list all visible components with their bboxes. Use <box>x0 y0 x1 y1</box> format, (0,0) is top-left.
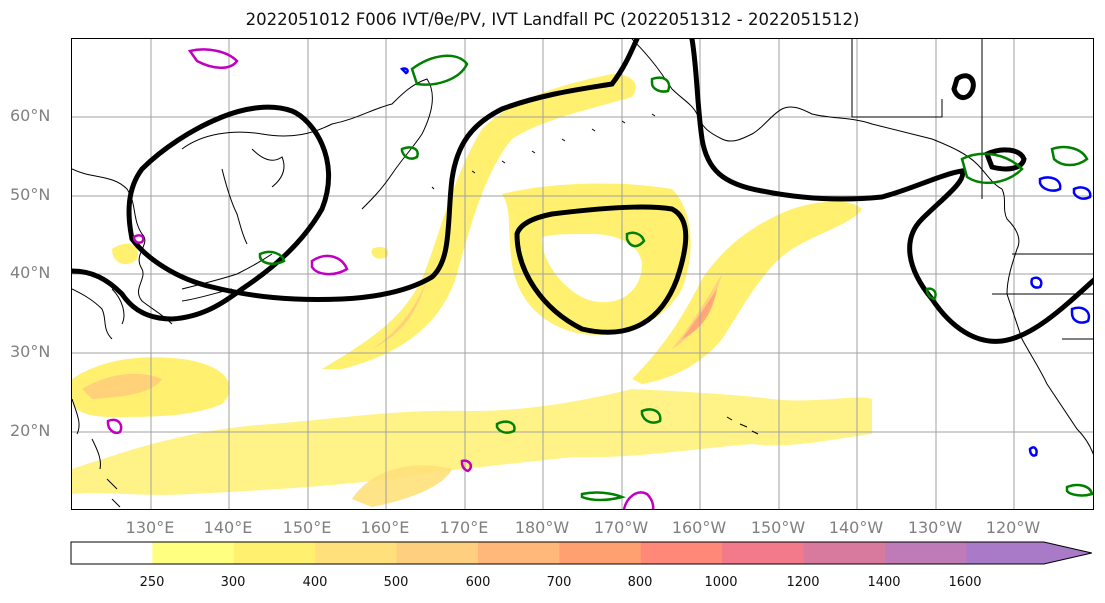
ivt-south-core <box>352 465 452 507</box>
theta-e-contour-6 <box>640 408 662 424</box>
pv-positive-contours <box>106 48 655 509</box>
colorbar-segment <box>315 542 398 564</box>
colorbar-segment <box>71 542 153 564</box>
colorbar-tick-300: 300 <box>220 575 246 590</box>
lon-label-160e: 160°E <box>360 518 410 537</box>
theta-e-contour-7 <box>495 420 516 434</box>
colorbar-extend-arrow <box>966 542 1092 564</box>
pv-contour-1 <box>187 48 239 69</box>
theta-e-contour-11 <box>925 287 937 301</box>
theta-e-contours <box>258 54 1093 502</box>
colorbar-tick-400: 400 <box>302 575 328 590</box>
coastline-hawaii <box>726 416 759 435</box>
colorbar-segment <box>152 542 235 564</box>
lon-label-150e: 150°E <box>282 518 332 537</box>
ivt-curving-band <box>322 74 636 369</box>
lat-label-40n: 40°N <box>10 263 51 282</box>
ivt-diagonal-band <box>632 201 862 384</box>
lat-label-30n: 30°N <box>10 342 51 361</box>
theta-e-contour-9 <box>1065 483 1093 497</box>
theta-e-contour-5 <box>258 250 286 266</box>
map-canvas <box>72 39 1093 509</box>
colorbar-tick-500: 500 <box>383 575 409 590</box>
ivt-west-core <box>82 373 162 399</box>
colorbar-segment <box>559 542 642 564</box>
coastline-east-asia <box>72 168 173 340</box>
lat-label-20n: 20°N <box>10 421 51 440</box>
colorbar-tick-250: 250 <box>139 575 165 590</box>
lon-label-170w: 170°W <box>593 518 649 537</box>
colorbar-tick-1400: 1400 <box>867 575 901 590</box>
colorbar-segment <box>803 542 886 564</box>
theta-e-contour-8 <box>580 491 626 502</box>
lon-label-140e: 140°E <box>203 518 253 537</box>
lon-label-120w: 120°W <box>985 518 1041 537</box>
ivt-south-band <box>72 389 872 495</box>
pv-contour-6 <box>132 234 145 244</box>
pv-contour-2 <box>310 254 349 276</box>
pv-contour-5 <box>622 491 655 509</box>
colorbar-tick-1200: 1200 <box>786 575 820 590</box>
map-panel[interactable] <box>71 38 1094 510</box>
lon-label-150w: 150°W <box>750 518 806 537</box>
lon-label-160w: 160°W <box>671 518 727 537</box>
lon-label-170e: 170°E <box>439 518 489 537</box>
political-borders <box>851 39 1093 340</box>
ivt-contour-east <box>689 39 1093 344</box>
lon-label-130e: 130°E <box>125 518 175 537</box>
lat-label-50n: 50°N <box>10 185 51 204</box>
coastline-alaska <box>631 39 1003 190</box>
ivt-contour-small-ring-1 <box>951 73 976 100</box>
theta-e-contour-10 <box>400 146 419 160</box>
pv-contour-3 <box>106 418 123 434</box>
pv-neg-contour-2 <box>1072 186 1092 200</box>
pv-neg-contour-5 <box>1028 446 1038 457</box>
colorbar-segment <box>396 542 479 564</box>
coastline-japan <box>111 168 273 325</box>
colorbar-segment <box>233 542 316 564</box>
pv-neg-contour-4 <box>1070 306 1091 324</box>
colorbar-segment <box>640 542 723 564</box>
theta-e-contour-3 <box>1050 145 1089 167</box>
ivt-contour-low <box>514 204 689 335</box>
colorbar-outline <box>70 541 1092 565</box>
colorbar-tick-1000: 1000 <box>704 575 738 590</box>
colorbar-tick-600: 600 <box>465 575 491 590</box>
lat-label-60n: 60°N <box>10 106 51 125</box>
coastline-us-west <box>1001 188 1093 455</box>
pv-neg-contour-1 <box>1038 176 1062 192</box>
coastline-kamchatka <box>181 78 433 210</box>
colorbar-tick-800: 800 <box>627 575 653 590</box>
theta-e-contour-4 <box>625 231 646 248</box>
pv-neg-contour-6 <box>399 67 409 75</box>
coastline-philippines <box>72 398 121 508</box>
colorbar-tick-700: 700 <box>546 575 572 590</box>
ivt-colorbar <box>70 541 1092 565</box>
theta-e-contour-1 <box>410 54 469 86</box>
ivt-contour-west <box>72 39 640 322</box>
ivt-small-blob-2 <box>371 246 389 259</box>
pv-contour-4 <box>460 459 473 473</box>
ivt-contour-small-ring-2 <box>983 147 1027 172</box>
lon-label-180w: 180°W <box>514 518 570 537</box>
colorbar-tick-1600: 1600 <box>948 575 982 590</box>
ivt-ring <box>502 183 691 335</box>
map-title: 2022051012 F006 IVT/θe/PV, IVT Landfall … <box>245 10 860 29</box>
lon-label-130w: 130°W <box>907 518 963 537</box>
ivt-small-blob-1 <box>112 243 138 265</box>
pv-negative-contours <box>399 67 1092 457</box>
ivt-shading <box>72 74 872 507</box>
colorbar-segment <box>478 542 560 564</box>
theta-e-contour-12 <box>650 76 671 93</box>
ivt-contours <box>72 39 1093 344</box>
lon-label-140w: 140°W <box>828 518 884 537</box>
colorbar-segment <box>885 542 967 564</box>
theta-e-contour-2 <box>960 152 1024 184</box>
pv-neg-contour-3 <box>1030 276 1043 289</box>
coastlines <box>72 39 1093 508</box>
colorbar-segment <box>722 542 805 564</box>
